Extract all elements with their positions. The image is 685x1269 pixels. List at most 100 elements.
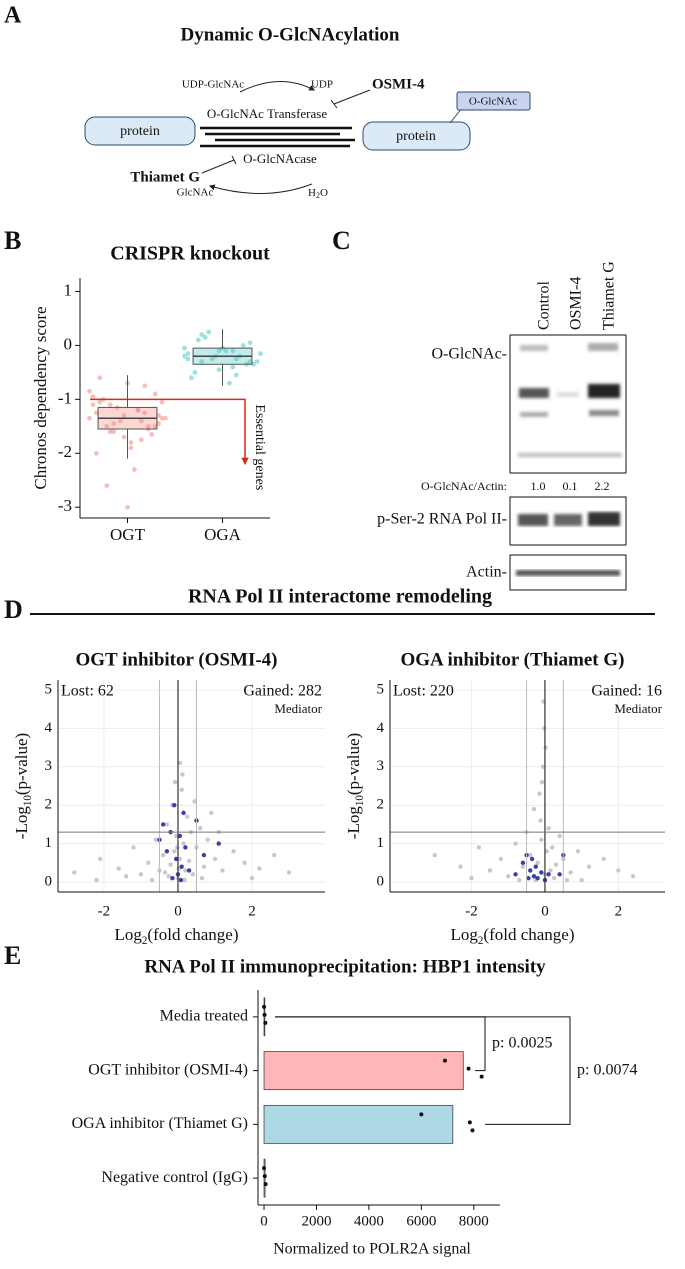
x-tick-label: 4000 <box>354 1213 384 1229</box>
protein-point <box>551 875 557 881</box>
mediator-point <box>529 856 535 862</box>
substrate-label: H2O <box>308 187 328 200</box>
x-axis-label-rest: (fold change) <box>147 925 238 944</box>
replicate <box>479 1074 484 1079</box>
y-tick-label: 1 <box>377 835 385 851</box>
legend-label: Mediator <box>274 701 322 716</box>
x-axis-label-main: Log <box>450 925 478 944</box>
y-axis-label: -Log10(p-value) <box>12 733 34 839</box>
mediator-point <box>172 803 177 808</box>
protein-point <box>286 870 292 875</box>
chart-title: CRISPR knockout <box>110 243 270 265</box>
point <box>142 383 148 389</box>
x-tick-label: 2 <box>615 903 623 919</box>
chart-title: RNA Pol II immunoprecipitation: HBP1 int… <box>144 956 546 977</box>
mediator-point <box>160 822 166 827</box>
y-tick-label: 4 <box>45 720 53 736</box>
protein-point <box>557 833 562 839</box>
ratio-label: O-GlcNAc/Actin: <box>421 479 507 493</box>
protein-point <box>535 860 540 866</box>
protein-point <box>72 870 77 875</box>
protein-point <box>543 745 548 750</box>
point <box>216 367 222 373</box>
x-tick-label: 0 <box>174 903 182 919</box>
point <box>138 418 144 424</box>
point <box>128 440 134 445</box>
protein-point <box>185 814 190 819</box>
blot-label: p-Ser-2 RNA Pol II- <box>377 511 507 528</box>
panel-letter: B <box>4 226 21 255</box>
x-axis-label: Log2(fold change) <box>450 925 574 947</box>
y-axis-label: Chronos dependency score <box>31 306 50 489</box>
x-axis-label-sub: 2 <box>478 935 484 947</box>
category-label: OGA inhibitor (Thiamet G) <box>72 1115 248 1132</box>
y-tick-label: 5 <box>45 681 53 697</box>
replicate <box>262 1174 267 1179</box>
mediator-point <box>177 833 183 839</box>
protein-point <box>220 868 225 873</box>
point <box>216 348 222 354</box>
enzyme-label: O-GlcNAc Transferase <box>207 106 327 121</box>
y-axis-label-sub: 10 <box>22 795 34 807</box>
point <box>104 423 110 429</box>
protein-point <box>568 870 573 875</box>
lane-label: Control <box>536 281 553 330</box>
x-tick-label: 2 <box>248 903 256 919</box>
protein-point <box>177 760 183 766</box>
point <box>159 415 165 421</box>
protein-point <box>540 764 546 769</box>
protein-point <box>199 875 205 881</box>
mediator-point <box>178 877 184 883</box>
point <box>118 418 123 424</box>
point <box>152 391 158 397</box>
protein-point <box>616 868 621 873</box>
protein-box <box>362 121 471 151</box>
x-tick-label: 0 <box>260 1213 268 1229</box>
protein-point <box>164 822 170 827</box>
protein-point <box>181 841 186 846</box>
ratio: 1.0 <box>531 479 546 493</box>
point <box>209 356 215 362</box>
mediator-point <box>179 864 184 869</box>
x-tick-label: OGT <box>110 525 146 544</box>
x-tick-label: 2000 <box>301 1213 331 1229</box>
protein-point <box>630 874 636 879</box>
protein-point <box>160 852 166 858</box>
protein-point <box>175 845 180 850</box>
protein-point <box>192 799 197 804</box>
point <box>104 483 110 489</box>
point <box>107 429 113 435</box>
protein-point <box>520 864 526 869</box>
point <box>152 423 158 429</box>
y-axis-label-main: -Log <box>12 806 31 840</box>
panel-letter: E <box>4 941 21 970</box>
point <box>121 413 127 418</box>
protein-point <box>476 845 482 850</box>
point <box>202 334 208 340</box>
point <box>149 432 155 437</box>
point <box>233 372 239 378</box>
protein-point <box>182 877 187 883</box>
inhibitor-label: Thiamet G <box>130 169 200 185</box>
gained-count: Gained: 282 <box>243 683 322 700</box>
cofactor-arrow <box>208 183 313 195</box>
y-tick-label: 3 <box>377 758 385 774</box>
protein-point <box>198 826 203 831</box>
x-axis-label-rest: (fold change) <box>483 925 574 944</box>
protein-point <box>517 877 522 883</box>
blot-label: O-GlcNAc- <box>431 346 507 363</box>
inhibition <box>330 89 371 109</box>
point <box>247 340 253 346</box>
category-label: Media treated <box>160 1008 248 1025</box>
mediator-point <box>535 875 540 881</box>
point <box>97 375 103 381</box>
protein-point <box>550 845 555 850</box>
point <box>182 345 187 351</box>
protein-point <box>498 856 504 862</box>
y-axis-label-rest: (p-value) <box>12 733 31 795</box>
panel-letter: C <box>332 226 351 255</box>
protein-point <box>586 864 592 869</box>
protein-label: protein <box>120 124 160 139</box>
protein-point <box>231 849 236 854</box>
